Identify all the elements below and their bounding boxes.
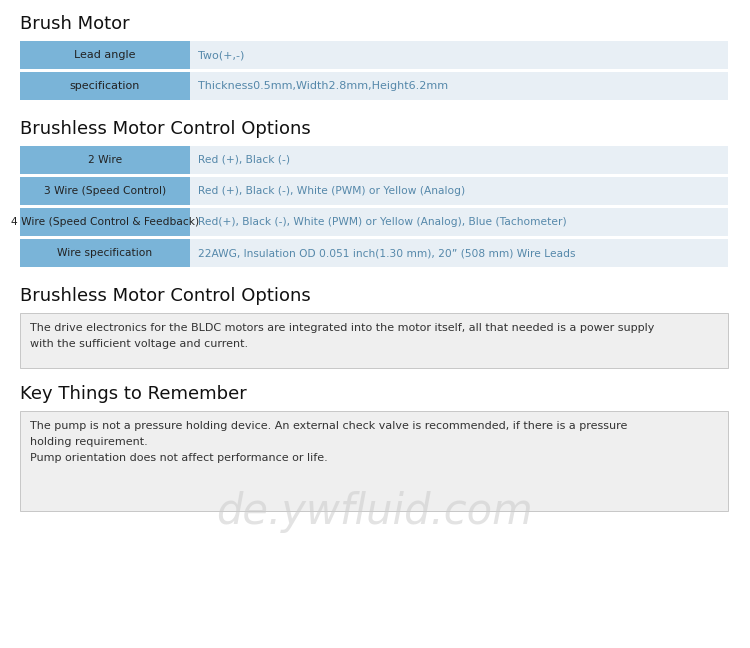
Text: Thickness0.5mm,Width2.8mm,Height6.2mm: Thickness0.5mm,Width2.8mm,Height6.2mm: [198, 81, 448, 91]
Text: de.ywfluid.com: de.ywfluid.com: [216, 491, 532, 533]
Text: 4 Wire (Speed Control & Feedback): 4 Wire (Speed Control & Feedback): [11, 217, 199, 227]
Text: 22AWG, Insulation OD 0.051 inch(1.30 mm), 20” (508 mm) Wire Leads: 22AWG, Insulation OD 0.051 inch(1.30 mm)…: [198, 248, 575, 258]
Text: Red(+), Black (-), White (PWM) or Yellow (Analog), Blue (Tachometer): Red(+), Black (-), White (PWM) or Yellow…: [198, 217, 567, 227]
Text: Two(+,-): Two(+,-): [198, 50, 244, 60]
Bar: [20, 208, 190, 236]
Bar: [190, 72, 728, 100]
Bar: [20, 41, 190, 69]
Bar: [20, 177, 190, 205]
Bar: [190, 177, 728, 205]
Text: specification: specification: [70, 81, 140, 91]
Bar: [20, 146, 190, 174]
Text: The pump is not a pressure holding device. An external check valve is recommende: The pump is not a pressure holding devic…: [30, 421, 627, 431]
Text: 2 Wire: 2 Wire: [88, 155, 122, 165]
Text: Red (+), Black (-): Red (+), Black (-): [198, 155, 290, 165]
Bar: [190, 239, 728, 267]
Text: Brush Motor: Brush Motor: [20, 15, 130, 33]
Bar: [190, 146, 728, 174]
Text: Wire specification: Wire specification: [58, 248, 152, 258]
Text: Red (+), Black (-), White (PWM) or Yellow (Analog): Red (+), Black (-), White (PWM) or Yello…: [198, 186, 465, 196]
Text: 3 Wire (Speed Control): 3 Wire (Speed Control): [44, 186, 166, 196]
Text: Lead angle: Lead angle: [74, 50, 136, 60]
Text: Brushless Motor Control Options: Brushless Motor Control Options: [20, 120, 310, 138]
Bar: [20, 239, 190, 267]
Bar: [20, 72, 190, 100]
Text: Pump orientation does not affect performance or life.: Pump orientation does not affect perform…: [30, 453, 328, 463]
Text: Brushless Motor Control Options: Brushless Motor Control Options: [20, 287, 310, 305]
Bar: [190, 208, 728, 236]
Bar: [190, 41, 728, 69]
Bar: [20, 411, 728, 511]
Text: Key Things to Remember: Key Things to Remember: [20, 385, 247, 403]
Bar: [20, 313, 728, 368]
Text: with the sufficient voltage and current.: with the sufficient voltage and current.: [30, 339, 248, 349]
Text: holding requirement.: holding requirement.: [30, 437, 148, 447]
Text: The drive electronics for the BLDC motors are integrated into the motor itself, : The drive electronics for the BLDC motor…: [30, 323, 654, 333]
